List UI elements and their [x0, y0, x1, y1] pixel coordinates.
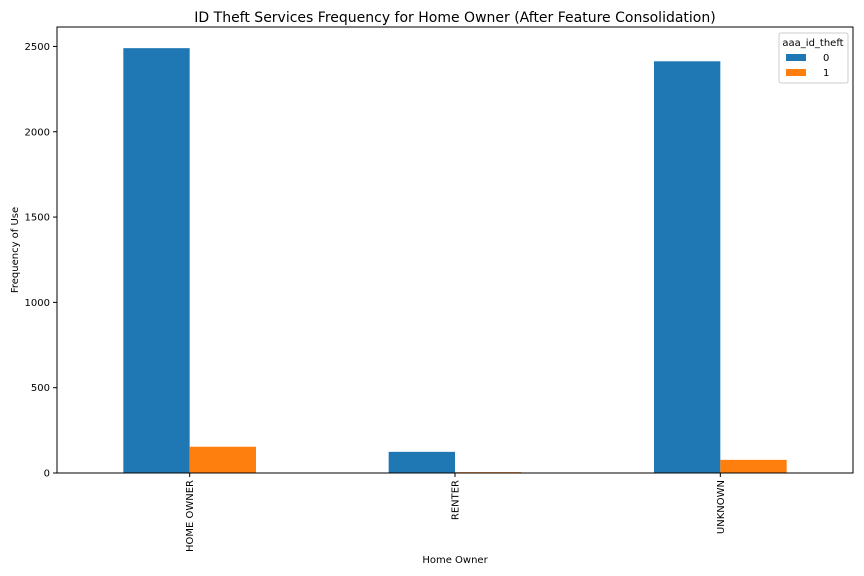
- y-tick-label: 2500: [25, 42, 50, 53]
- legend-label-series-1: 1: [823, 68, 829, 79]
- y-tick-label: 2000: [25, 127, 50, 138]
- legend-title: aaa_id_theft: [782, 38, 843, 49]
- chart-title: ID Theft Services Frequency for Home Own…: [194, 10, 715, 26]
- x-tick-label: HOME OWNER: [185, 480, 196, 552]
- legend-swatch-series-1: [786, 69, 806, 76]
- x-tick-label: RENTER: [451, 480, 462, 520]
- x-axis-label: Home Owner: [422, 555, 488, 566]
- legend-swatch-series-0: [786, 54, 806, 61]
- y-tick-label: 0: [44, 469, 50, 480]
- bar-unknown-series-1: [720, 459, 787, 473]
- legend-label-series-0: 0: [823, 53, 829, 64]
- bars-group: [123, 48, 787, 473]
- y-tick-label: 1500: [25, 213, 50, 224]
- bar-home-owner-series-1: [189, 446, 256, 473]
- x-axis: HOME OWNER RENTER UNKNOWN: [185, 473, 727, 552]
- y-axis: 0 500 1000 1500 2000 2500: [25, 42, 57, 480]
- y-tick-label: 1000: [25, 298, 50, 309]
- bar-renter-series-0: [388, 451, 455, 473]
- bar-home-owner-series-0: [123, 48, 190, 473]
- x-tick-label: UNKNOWN: [716, 480, 727, 534]
- y-axis-label: Frequency of Use: [10, 207, 21, 293]
- legend: aaa_id_theft 0 1: [778, 32, 849, 84]
- y-tick-label: 500: [31, 383, 50, 394]
- bar-unknown-series-0: [654, 61, 721, 473]
- plot-frame: [56, 26, 854, 474]
